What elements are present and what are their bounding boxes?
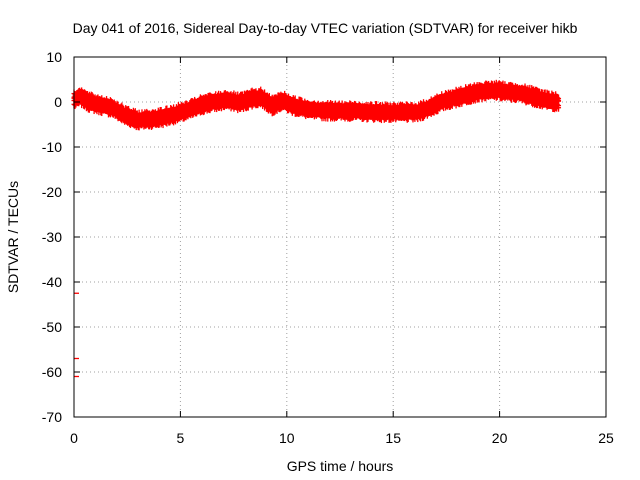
data-series	[71, 79, 562, 378]
chart-title: Day 041 of 2016, Sidereal Day-to-day VTE…	[73, 20, 578, 36]
